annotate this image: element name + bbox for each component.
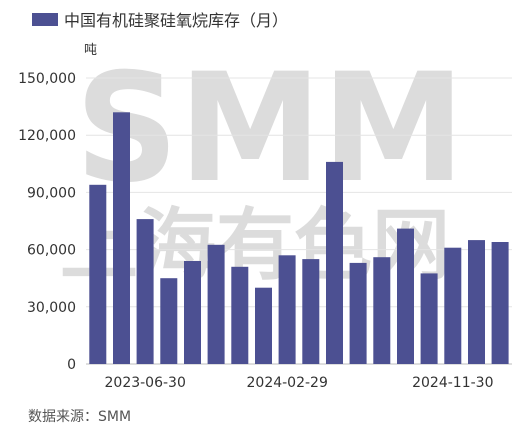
y-tick-label: 0	[67, 357, 76, 373]
x-tick-label: 2024-11-30	[412, 375, 493, 391]
bar	[468, 240, 485, 364]
bar	[255, 287, 272, 364]
x-tick-label: 2024-02-29	[247, 375, 328, 391]
bar	[444, 247, 462, 364]
bar	[89, 184, 107, 364]
y-tick-label: 90,000	[27, 185, 76, 201]
bar	[349, 262, 367, 364]
y-axis: 0 30,000 60,000 90,000 120,000 150,000	[18, 71, 76, 373]
x-tick-label: 2023-06-30	[105, 375, 186, 391]
bar	[207, 244, 225, 364]
bar	[326, 161, 343, 364]
y-axis-unit: 吨	[84, 43, 97, 58]
y-tick-label: 150,000	[18, 71, 76, 87]
bar	[136, 219, 154, 364]
bars	[89, 112, 509, 364]
legend-label: 中国有机硅聚硅氧烷库存（月）	[64, 11, 288, 30]
y-tick-label: 120,000	[18, 128, 76, 144]
bar	[231, 266, 249, 364]
legend-swatch	[32, 13, 58, 26]
watermark-line1: SMM	[75, 42, 465, 216]
source-note: 数据来源：SMM	[28, 409, 131, 425]
bar	[373, 257, 391, 364]
bar	[184, 261, 201, 364]
bar	[278, 255, 296, 364]
bar	[420, 273, 438, 364]
bar	[160, 278, 178, 364]
bar	[491, 242, 509, 364]
y-tick-label: 30,000	[27, 300, 76, 316]
bar	[302, 259, 320, 364]
legend: 中国有机硅聚硅氧烷库存（月）	[32, 11, 288, 30]
x-axis: 2023-06-30 2024-02-29 2024-11-30	[105, 375, 494, 391]
gridlines	[86, 77, 512, 365]
bar	[113, 112, 130, 364]
bar	[397, 228, 414, 364]
y-tick-label: 60,000	[27, 243, 76, 259]
